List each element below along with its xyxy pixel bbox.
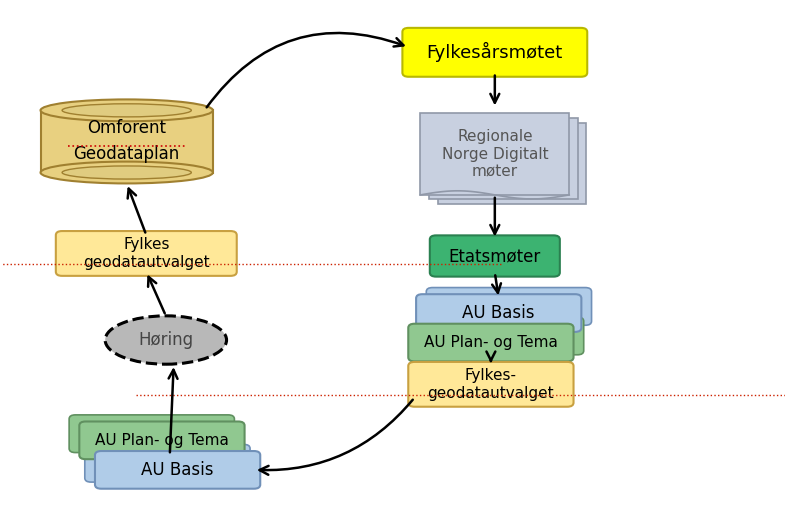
FancyBboxPatch shape <box>408 324 574 361</box>
Text: AU Plan- og Tema: AU Plan- og Tema <box>95 433 229 448</box>
Text: AU Plan- og Tema: AU Plan- og Tema <box>424 335 558 350</box>
FancyBboxPatch shape <box>41 111 213 173</box>
FancyBboxPatch shape <box>95 451 260 489</box>
FancyBboxPatch shape <box>429 118 578 200</box>
Ellipse shape <box>105 316 226 364</box>
FancyBboxPatch shape <box>426 288 592 325</box>
Ellipse shape <box>41 162 213 183</box>
FancyBboxPatch shape <box>79 421 244 459</box>
FancyBboxPatch shape <box>85 444 250 482</box>
Text: Geodataplan: Geodataplan <box>74 145 180 163</box>
Ellipse shape <box>62 104 191 117</box>
FancyBboxPatch shape <box>408 362 574 407</box>
Text: AU Basis: AU Basis <box>141 461 214 479</box>
Ellipse shape <box>41 99 213 121</box>
Text: AU Basis: AU Basis <box>462 304 535 322</box>
FancyBboxPatch shape <box>418 317 584 355</box>
FancyBboxPatch shape <box>402 28 587 77</box>
FancyBboxPatch shape <box>438 122 586 204</box>
Ellipse shape <box>62 166 191 179</box>
Text: Regionale
Norge Digitalt
møter: Regionale Norge Digitalt møter <box>442 129 548 179</box>
FancyBboxPatch shape <box>56 231 237 276</box>
Text: Fylkes
geodatautvalget: Fylkes geodatautvalget <box>83 237 210 270</box>
Text: Høring: Høring <box>138 331 193 349</box>
FancyBboxPatch shape <box>421 114 569 195</box>
FancyBboxPatch shape <box>69 415 234 453</box>
Text: Etatsmøter: Etatsmøter <box>449 247 541 265</box>
Text: Fylkes-
geodatautvalget: Fylkes- geodatautvalget <box>428 368 554 400</box>
Text: Fylkesårsmøtet: Fylkesårsmøtet <box>427 42 563 62</box>
FancyBboxPatch shape <box>430 236 560 276</box>
Text: Omforent: Omforent <box>87 119 166 138</box>
FancyBboxPatch shape <box>416 294 582 332</box>
